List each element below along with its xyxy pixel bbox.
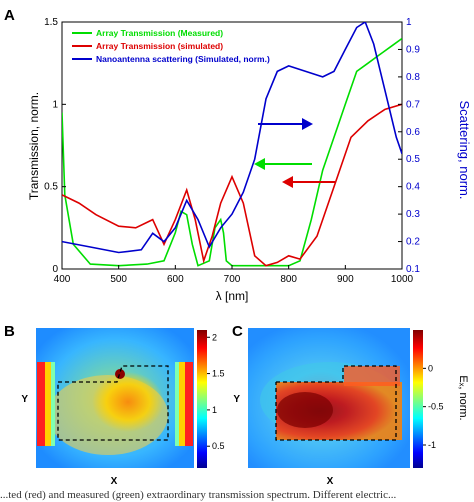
x-tick-label: 900	[337, 274, 354, 285]
arrow-green-annotation	[254, 158, 312, 170]
y2-tick-label: 1	[406, 17, 412, 28]
heatmap-b	[36, 328, 194, 468]
y2-tick-label: 0.2	[406, 237, 420, 248]
x-tick-label: 600	[167, 274, 184, 285]
colorbar-b	[197, 330, 207, 468]
colorbar-tick-label: -0.5	[428, 402, 444, 412]
antenna-outline-b	[57, 365, 169, 441]
legend-a: Array Transmission (Measured) Array Trans…	[72, 28, 270, 64]
figure: A 400 500 600 700 800 900 1000 0 0.5 1 1.5 0.1 0.2 0.…	[4, 7, 472, 487]
series-line-simulated	[62, 103, 402, 267]
colorbar-tick-label: 0.5	[212, 441, 225, 451]
y-tick-label: 1	[52, 99, 58, 110]
colorbar-tick-label: 2	[212, 332, 217, 342]
y2-tick-label: 0.8	[406, 72, 420, 83]
legend-entry: Array Transmission (simulated)	[96, 41, 223, 51]
x-tick-label: 500	[110, 274, 127, 285]
y2-tick-label: 0.7	[406, 99, 420, 110]
y2-tick-label: 0.6	[406, 127, 420, 138]
y-tick-label: 0.5	[44, 182, 58, 193]
colorbar-c	[413, 330, 423, 468]
y-tick-label: 1.5	[44, 17, 58, 28]
panel-b-label: B	[4, 323, 15, 340]
heatmap-c	[248, 328, 410, 468]
y2-tick-label: 0.3	[406, 209, 420, 220]
antenna-outline-c	[275, 365, 397, 441]
y-axis-label-c: Y	[233, 394, 240, 405]
plot-area-a	[61, 21, 403, 270]
chart-a: 400 500 600 700 800 900 1000 0 0.5 1 1.5 0.1 0.2 0.3 0…	[27, 17, 472, 303]
x-tick-label: 1000	[391, 274, 414, 285]
x-tick-label: 400	[54, 274, 71, 285]
x-tick-label: 700	[224, 274, 241, 285]
x-tick-label: 800	[280, 274, 297, 285]
x-axis-label-c: X	[327, 476, 334, 487]
arrow-blue-annotation	[258, 118, 313, 130]
x-axis-label-a: λ [nm]	[216, 289, 249, 303]
y2-tick-label: 0.5	[406, 154, 420, 165]
colorbar-c-label: Eₓ, norm.	[457, 375, 469, 420]
x-axis-label-b: X	[111, 476, 118, 487]
colorbar-tick-label: 0	[428, 363, 433, 373]
y2-tick-label: 0.4	[406, 182, 420, 193]
colorbar-tick-label: 1	[212, 405, 217, 415]
y-tick-label: 0	[52, 264, 58, 275]
colorbar-tick-label: 1.5	[212, 369, 225, 379]
legend-entry: Array Transmission (Measured)	[96, 28, 223, 38]
legend-entry: Nanoantenna scattering (Simulated, norm.…	[96, 54, 270, 64]
series-line-scattering	[62, 22, 402, 254]
panel-c-label: C	[232, 323, 243, 340]
y2-tick-label: 0.1	[406, 264, 420, 275]
y2-axis-label-a: Scattering, norm.	[457, 101, 472, 200]
caption-fragment: ...ted (red) and measured (green) extrao…	[0, 489, 397, 501]
y-axis-label-b: Y	[21, 394, 28, 405]
y2-tick-label: 0.9	[406, 44, 420, 55]
arrow-red-annotation	[282, 176, 335, 188]
series-line-measured	[62, 37, 402, 267]
y-axis-label-a: Transmission, norm.	[27, 92, 41, 200]
panel-a-label: A	[4, 7, 15, 24]
colorbar-tick-label: -1	[428, 440, 436, 450]
